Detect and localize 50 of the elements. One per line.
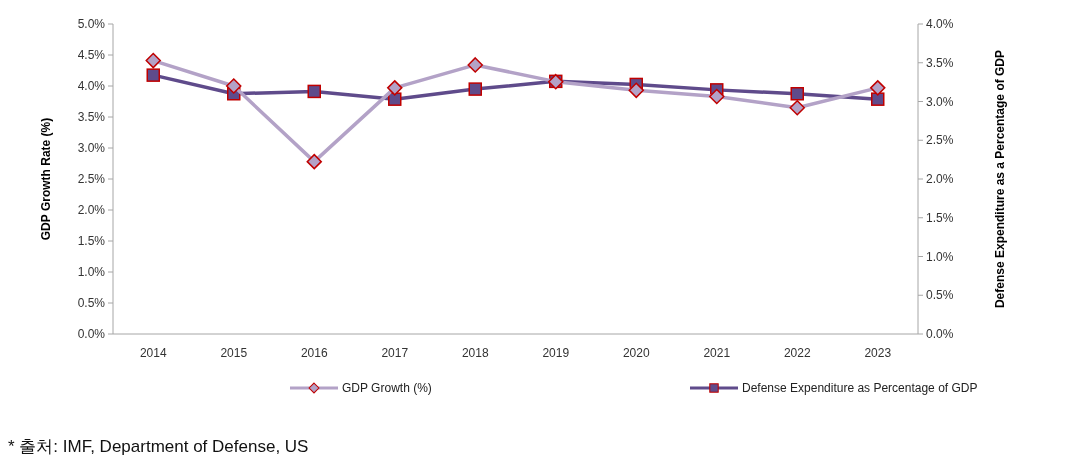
x-tick-label: 2020 bbox=[622, 346, 650, 360]
point bbox=[145, 52, 161, 69]
y2-tick-label: 3.0% bbox=[926, 94, 954, 109]
y2-tick-label: 0.0% bbox=[926, 327, 954, 341]
point bbox=[790, 87, 804, 101]
y-tick-label: 4.5% bbox=[77, 48, 106, 62]
point bbox=[307, 84, 321, 99]
point bbox=[146, 68, 160, 82]
x-tick-label: 2015 bbox=[220, 346, 248, 360]
point bbox=[388, 92, 402, 106]
point bbox=[871, 92, 885, 106]
x-tick-label: 2014 bbox=[139, 346, 167, 360]
point bbox=[306, 153, 322, 170]
y2-tick-label: 1.5% bbox=[926, 210, 954, 225]
y-tick-label: 1.0% bbox=[77, 265, 106, 279]
x-tick-label: 2022 bbox=[783, 346, 811, 360]
y2-axis-title: Defense Expenditure as a Percentage of GDP bbox=[993, 49, 1007, 309]
x-tick-label: 2017 bbox=[381, 346, 409, 360]
y2-tick-label: 3.5% bbox=[926, 55, 954, 70]
y-tick-label: 3.0% bbox=[77, 141, 106, 155]
x-tick-label: 2023 bbox=[864, 346, 892, 360]
point bbox=[467, 57, 483, 73]
y2-tick-label: 2.0% bbox=[926, 172, 954, 186]
y-tick-label: 4.0% bbox=[77, 79, 106, 93]
y-tick-label: 2.0% bbox=[77, 203, 106, 217]
y2-tick-label: 1.0% bbox=[926, 249, 954, 264]
legend-label: GDP Growth (%) bbox=[342, 381, 432, 395]
point bbox=[387, 80, 403, 96]
point bbox=[628, 82, 644, 99]
y2-tick-label: 0.5% bbox=[926, 288, 954, 303]
point bbox=[226, 78, 242, 94]
y-tick-label: 0.5% bbox=[77, 296, 106, 310]
point bbox=[870, 80, 886, 96]
x-tick-label: 2021 bbox=[703, 346, 731, 360]
y-tick-label: 1.5% bbox=[77, 234, 106, 248]
y2-tick-label: 4.0% bbox=[926, 17, 954, 31]
y-axis-title: GDP Growth Rate (%) bbox=[39, 117, 53, 241]
legend-label: Defense Expenditure as Percentage of GDP bbox=[742, 381, 978, 395]
y-tick-label: 0.0% bbox=[77, 327, 106, 341]
point bbox=[468, 82, 482, 96]
y-tick-label: 3.5% bbox=[77, 110, 106, 124]
point bbox=[709, 88, 725, 105]
y-tick-label: 2.5% bbox=[77, 172, 106, 186]
y2-tick-label: 2.5% bbox=[926, 133, 954, 148]
point bbox=[789, 99, 805, 116]
y-tick-label: 5.0% bbox=[77, 17, 106, 31]
x-tick-label: 2018 bbox=[461, 346, 489, 360]
x-tick-label: 2019 bbox=[542, 346, 570, 360]
x-tick-label: 2016 bbox=[300, 346, 328, 360]
text: * 출처: IMF, Department of Defense, US bbox=[8, 437, 309, 456]
